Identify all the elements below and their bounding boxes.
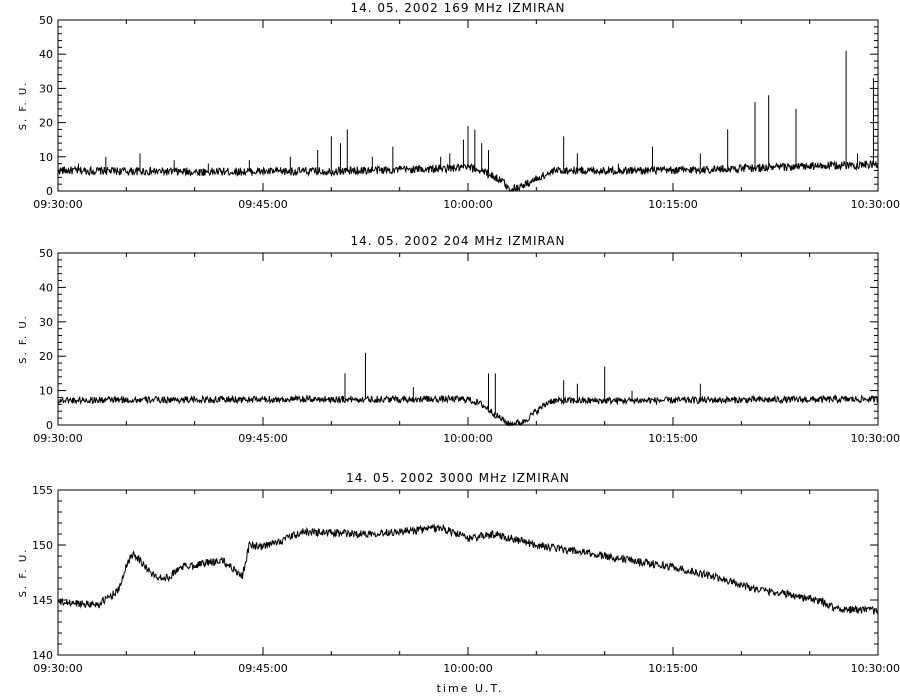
y-tick-label: 30 [39,82,53,95]
y-tick-label: 30 [39,316,53,329]
x-tick-label: 09:45:00 [238,662,287,675]
series-trace [57,394,879,427]
y-axis-label: S. F. U. [18,81,29,131]
y-tick-label: 155 [32,484,53,497]
y-tick-label: 40 [39,281,53,294]
x-tick-label: 10:30:00 [851,662,900,675]
y-tick-label: 40 [39,48,53,61]
x-tick-label: 10:15:00 [648,432,697,445]
y-tick-label: 0 [46,419,53,432]
x-tick-label: 10:15:00 [648,198,697,211]
y-axis-label: S. F. U. [18,548,29,598]
x-tick-label: 10:30:00 [851,198,900,211]
x-tick-label: 09:45:00 [238,432,287,445]
plot-frame [57,489,879,656]
y-tick-label: 150 [32,539,53,552]
y-tick-label: 145 [32,594,53,607]
x-tick-label: 10:00:00 [443,198,492,211]
chart-title: 14. 05. 2002 204 MHz IZMIRAN [350,234,565,248]
bottom-axis-label: time U.T. [437,682,504,695]
chart-panel-2: 14. 05. 2002 204 MHz IZMIRAN S. F. U. 0 10 2… [18,234,900,445]
y-tick-label: 20 [39,350,53,363]
x-tick-label: 09:30:00 [33,432,82,445]
y-tick-label: 140 [32,649,53,662]
x-tick-label: 10:00:00 [443,662,492,675]
y-tick-label: 10 [39,385,53,398]
x-tick-label: 10:30:00 [851,432,900,445]
chart-panel-3: 14. 05. 2002 3000 MHz IZMIRAN S. F. U. 140… [18,471,900,675]
y-tick-label: 10 [39,151,53,164]
chart-panel-1: 14. 05. 2002 169 MHz IZMIRAN S. F. U. 0 10 2… [18,1,900,211]
y-tick-label: 0 [46,185,53,198]
series-trace [57,522,879,615]
y-axis-label: S. F. U. [18,314,29,364]
y-tick-label: 20 [39,117,53,130]
y-tick-label: 50 [39,247,53,260]
chart-title: 14. 05. 2002 169 MHz IZMIRAN [350,1,565,15]
x-tick-label: 09:30:00 [33,198,82,211]
x-tick-label: 10:15:00 [648,662,697,675]
x-tick-label: 09:45:00 [238,198,287,211]
y-tick-label: 50 [39,14,53,27]
chart-title: 14. 05. 2002 3000 MHz IZMIRAN [346,471,570,485]
x-tick-label: 10:00:00 [443,432,492,445]
x-tick-label: 09:30:00 [33,662,82,675]
